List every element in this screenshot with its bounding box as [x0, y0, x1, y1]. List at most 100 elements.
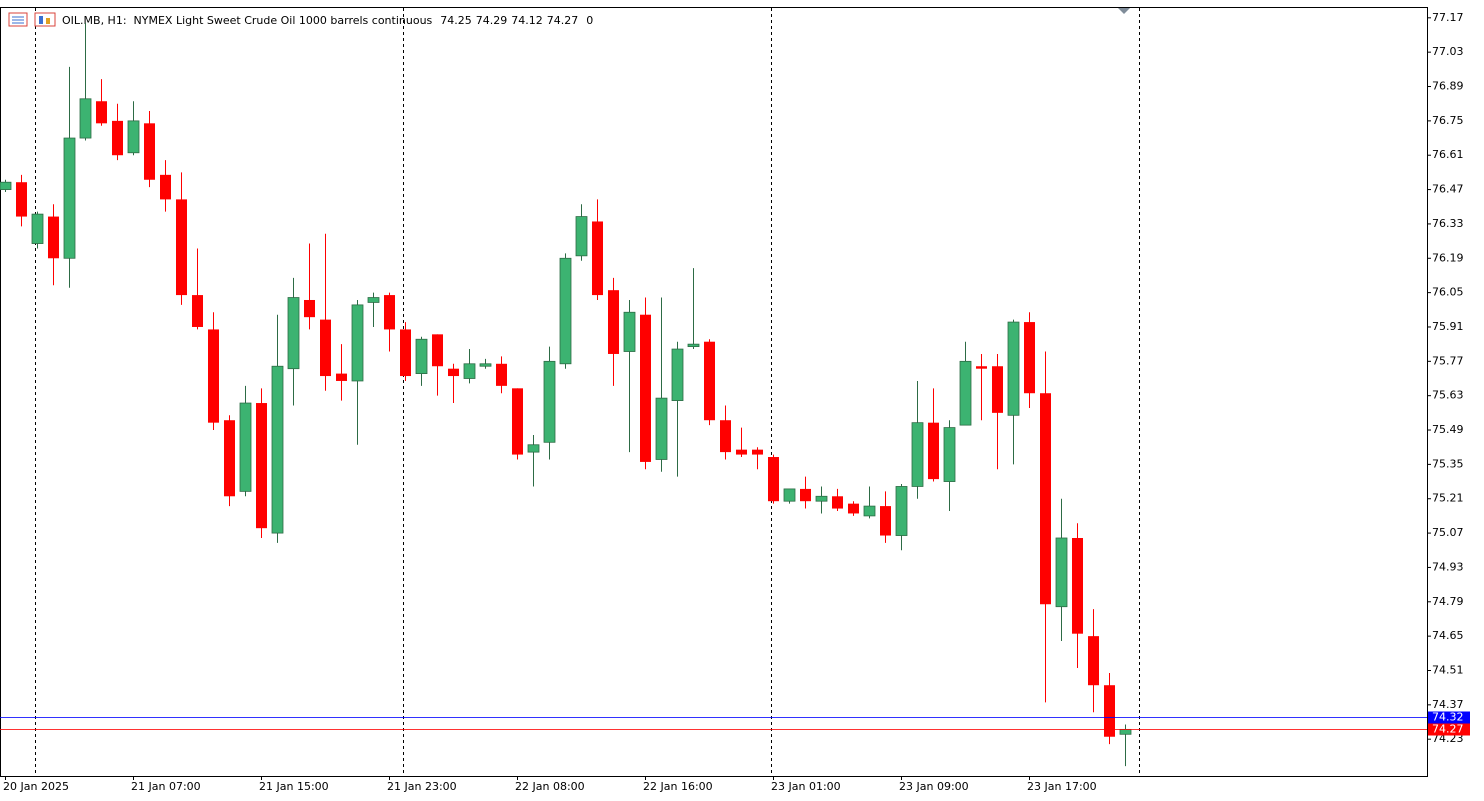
candle-body — [31, 213, 44, 244]
x-tick-label: 21 Jan 15:00 — [259, 780, 329, 793]
y-tick-label: 76.19 — [1432, 251, 1464, 264]
candle-body — [1055, 537, 1068, 608]
candle-body — [736, 449, 747, 455]
candle-body — [400, 329, 411, 377]
candle-body — [304, 299, 315, 318]
x-tick-label: 20 Jan 2025 — [3, 780, 69, 793]
toolbar-icons — [8, 12, 56, 27]
candle-body — [160, 174, 171, 200]
candle-body — [832, 496, 843, 509]
chart-icon[interactable] — [34, 12, 56, 27]
candle-body — [527, 444, 540, 453]
candle-body — [112, 120, 123, 156]
candle-body — [16, 182, 27, 217]
candle-body — [0, 181, 12, 190]
candle-body — [543, 360, 556, 443]
candle-body — [655, 397, 668, 460]
candle-body — [48, 216, 59, 259]
candle-body — [256, 403, 267, 529]
y-tick-label: 75.49 — [1432, 423, 1464, 436]
candle-body — [1024, 322, 1035, 394]
candle-body — [496, 363, 507, 386]
y-tick-label: 75.63 — [1432, 389, 1464, 402]
candle-body — [992, 366, 1003, 413]
candle-body — [559, 257, 572, 365]
candle-body — [1007, 321, 1020, 416]
candle-body — [1104, 685, 1115, 737]
candle-body — [943, 427, 956, 482]
y-tick-label: 76.61 — [1432, 148, 1464, 161]
candle-body — [96, 101, 107, 124]
chart-header: OIL.MB, H1: NYMEX Light Sweet Crude Oil … — [62, 14, 593, 27]
candle-body — [224, 420, 235, 497]
candle-body — [415, 338, 428, 374]
candle-body — [623, 311, 636, 352]
candle-body — [479, 363, 492, 367]
candle-body — [608, 290, 619, 354]
y-tick-label: 77.17 — [1432, 11, 1464, 24]
y-tick-label: 75.21 — [1432, 492, 1464, 505]
chart-icon-bar — [46, 18, 50, 24]
candle-body — [575, 216, 588, 257]
price-label: 74.32 — [1432, 711, 1464, 724]
x-tick-label: 23 Jan 17:00 — [1027, 780, 1097, 793]
candle-body — [144, 123, 155, 180]
candle-body — [320, 319, 331, 377]
y-tick-label: 75.91 — [1432, 320, 1464, 333]
candle-body — [176, 199, 187, 296]
candle-body — [911, 422, 924, 487]
candle-body — [895, 486, 908, 536]
candle-body — [271, 365, 284, 534]
candle-body — [880, 506, 891, 536]
header-low: 74.12 — [511, 14, 543, 27]
candle-body — [463, 363, 476, 379]
y-tick-label: 76.89 — [1432, 80, 1464, 93]
candle-body — [1040, 393, 1051, 605]
x-tick-label: 22 Jan 16:00 — [643, 780, 713, 793]
header-open: 74.25 — [440, 14, 472, 27]
price-label: 74.27 — [1432, 723, 1464, 736]
x-tick-label: 21 Jan 07:00 — [131, 780, 201, 793]
candle-body — [671, 348, 684, 401]
y-tick-label: 75.35 — [1432, 457, 1464, 470]
y-tick-label: 76.47 — [1432, 183, 1464, 196]
header-volume: 0 — [586, 14, 593, 27]
y-tick-label: 74.37 — [1432, 698, 1464, 711]
candle-body — [592, 221, 603, 296]
candle-body — [752, 449, 763, 455]
candle-body — [959, 360, 972, 426]
candle-body — [720, 420, 731, 453]
y-tick-label: 76.05 — [1432, 286, 1464, 299]
y-tick-label: 74.93 — [1432, 560, 1464, 573]
candle-body — [192, 295, 203, 327]
x-tick-label: 23 Jan 09:00 — [899, 780, 969, 793]
candle-body — [704, 341, 715, 421]
candle-body — [815, 495, 828, 502]
x-tick-label: 23 Jan 01:00 — [771, 780, 841, 793]
price-label-bg — [1428, 711, 1470, 724]
x-tick-label: 22 Jan 08:00 — [515, 780, 585, 793]
shift-marker — [1118, 8, 1130, 14]
candle-body — [928, 422, 939, 480]
candle-body — [1088, 636, 1099, 686]
candle-body — [351, 304, 364, 382]
candle-body — [79, 98, 92, 139]
candle-body — [336, 373, 347, 381]
candle-body — [63, 137, 76, 259]
header-high: 74.29 — [476, 14, 508, 27]
candle-body — [448, 368, 459, 377]
candle-body — [1119, 728, 1132, 735]
chart-title: OIL.MB, H1: NYMEX Light Sweet Crude Oil … — [62, 14, 433, 27]
candle-body — [976, 366, 987, 369]
y-tick-label: 76.75 — [1432, 114, 1464, 127]
y-tick-label: 74.79 — [1432, 595, 1464, 608]
y-tick-label: 74.65 — [1432, 629, 1464, 642]
candle-body — [1072, 537, 1083, 634]
candle-body — [287, 297, 300, 370]
y-tick-label: 76.33 — [1432, 217, 1464, 230]
candle-body — [687, 343, 700, 348]
candle-body — [783, 488, 796, 502]
plot-frame — [0, 7, 1428, 777]
